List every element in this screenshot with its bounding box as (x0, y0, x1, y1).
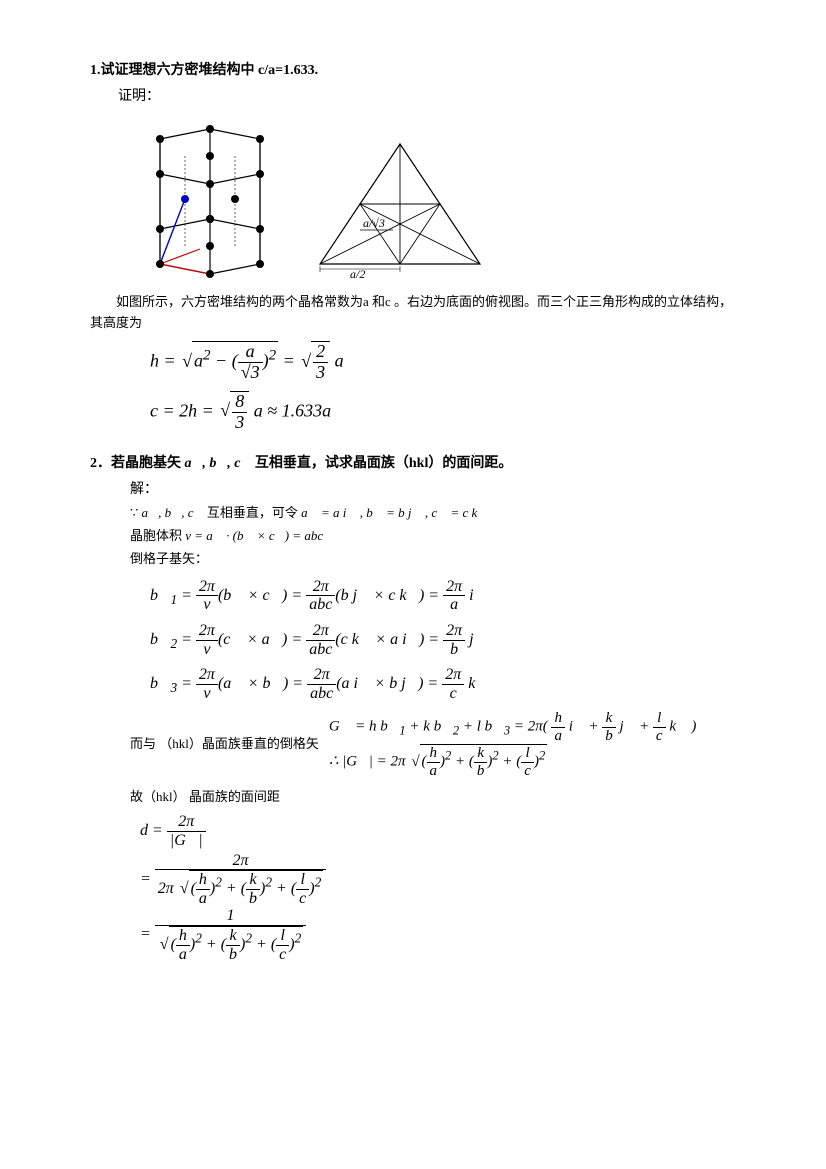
triangle-figure: a/√3 a/2 (310, 134, 490, 284)
label-a-over-root3: a/√3 (363, 216, 385, 230)
figure-row: a/√3 a/2 (120, 119, 736, 284)
hex-prism-figure (120, 119, 290, 284)
solution-label: 解： (130, 479, 736, 501)
p2-line-volume: 晶胞体积 v = a⃗ · (b⃗ × c⃗) = abc (130, 526, 736, 547)
problem-1: 1.试证理想六方密堆结构中 c/a=1.633. 证明： (90, 60, 736, 433)
p2-d-derivation: d = 2π|G⃗| = 2π 2π (ha)2 + (kb)2 + (lc)2… (140, 810, 736, 963)
p2-b1: b⃗1 = 2πv(b⃗ × c⃗) = 2πabc(b j⃗ × c k⃗) … (150, 578, 736, 614)
p2-G-eq: G⃗ = h b⃗1 + k b⃗2 + l b⃗3 = 2π( ha i⃗ +… (329, 710, 697, 779)
p1-description: 如图所示，六方密堆结构的两个晶格常数为a 和c 。右边为底面的俯视图。而三个正三… (90, 292, 736, 334)
p1-eq-h: h = a2 − (a√3)2 = 23 a (150, 341, 736, 383)
p2-dist-label: 故（hkl） 晶面族的面间距 (130, 787, 736, 808)
p1-eq-c: c = 2h = 83 a ≈ 1.633a (150, 391, 736, 433)
p2-b3: b⃗3 = 2πv(a⃗ × b⃗) = 2πabc(a i⃗ × b j⃗) … (150, 666, 736, 702)
p2-perp-text: 而与 （hkl）晶面族垂直的倒格矢 (130, 734, 319, 755)
p2-line-recip-label: 倒格子基矢： (130, 549, 736, 570)
problem-1-title: 1.试证理想六方密堆结构中 c/a=1.633. (90, 60, 736, 82)
proof-label: 证明： (90, 86, 736, 108)
p2-b2: b⃗2 = 2πv(c⃗ × a⃗) = 2πabc(c k⃗ × a i⃗) … (150, 622, 736, 658)
p2-G-row: 而与 （hkl）晶面族垂直的倒格矢 G⃗ = h b⃗1 + k b⃗2 + l… (130, 710, 736, 779)
problem-2: 2．若晶胞基矢 a⃗, b⃗, c⃗ 互相垂直，试求晶面族（hkl）的面间距。 … (90, 453, 736, 964)
problem-2-title: 2．若晶胞基矢 a⃗, b⃗, c⃗ 互相垂直，试求晶面族（hkl）的面间距。 (90, 453, 736, 475)
p2-line-perp-basis: ∵ a⃗, b⃗, c⃗ 互相垂直，可令 a⃗ = a i⃗ , b⃗ = b … (130, 503, 736, 524)
